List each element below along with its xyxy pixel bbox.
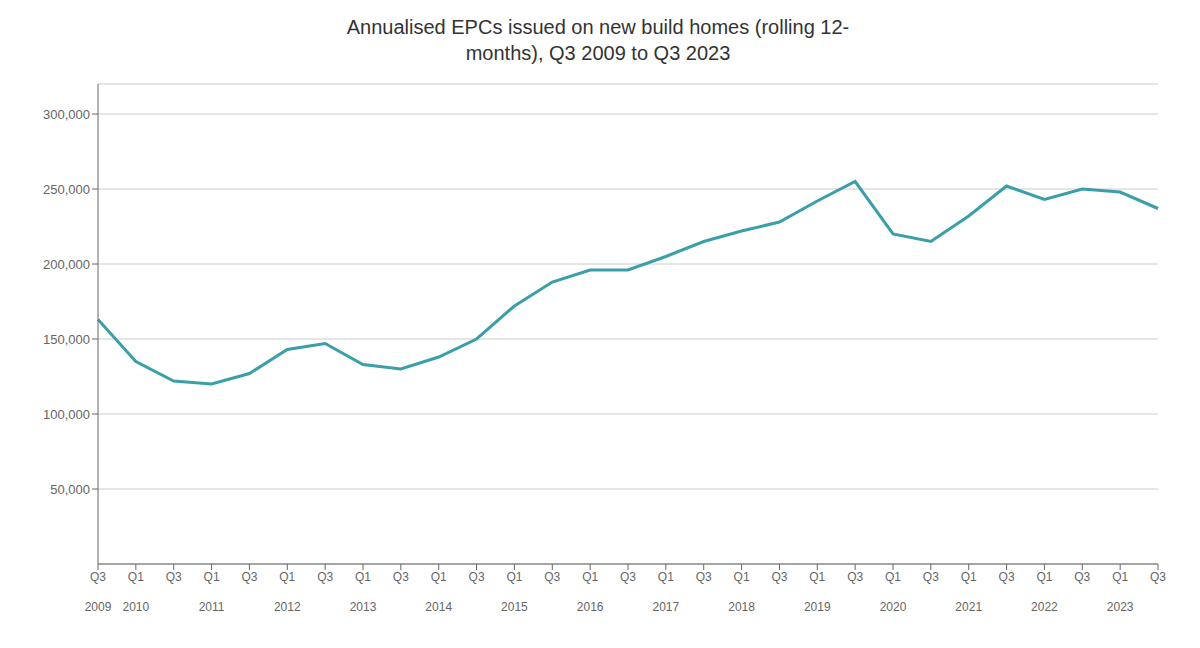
svg-text:2019: 2019 bbox=[804, 600, 831, 614]
svg-text:2013: 2013 bbox=[350, 600, 377, 614]
svg-text:2020: 2020 bbox=[880, 600, 907, 614]
svg-text:2009: 2009 bbox=[85, 600, 112, 614]
svg-text:2018: 2018 bbox=[728, 600, 755, 614]
svg-text:Q3: Q3 bbox=[999, 570, 1015, 584]
svg-text:Q3: Q3 bbox=[847, 570, 863, 584]
svg-text:250,000: 250,000 bbox=[43, 182, 90, 197]
svg-text:Q1: Q1 bbox=[355, 570, 371, 584]
svg-text:100,000: 100,000 bbox=[43, 407, 90, 422]
svg-text:Q3: Q3 bbox=[923, 570, 939, 584]
svg-text:Q1: Q1 bbox=[734, 570, 750, 584]
svg-text:2014: 2014 bbox=[425, 600, 452, 614]
svg-text:Q3: Q3 bbox=[1074, 570, 1090, 584]
html-text:Annualised EPCs issued on new: Annualised EPCs issued on new build home… bbox=[346, 16, 850, 38]
svg-text:Q1: Q1 bbox=[582, 570, 598, 584]
svg-text:Q3: Q3 bbox=[166, 570, 182, 584]
svg-text:Q1: Q1 bbox=[809, 570, 825, 584]
svg-text:Q1: Q1 bbox=[1112, 570, 1128, 584]
svg-text:Q1: Q1 bbox=[961, 570, 977, 584]
svg-text:2017: 2017 bbox=[653, 600, 680, 614]
svg-text:Q1: Q1 bbox=[658, 570, 674, 584]
svg-text:Q1: Q1 bbox=[204, 570, 220, 584]
svg-text:Q1: Q1 bbox=[885, 570, 901, 584]
svg-text:Q3: Q3 bbox=[241, 570, 257, 584]
svg-text:Q3: Q3 bbox=[1150, 570, 1166, 584]
svg-text:Q1: Q1 bbox=[128, 570, 144, 584]
svg-text:Q3: Q3 bbox=[544, 570, 560, 584]
svg-text:Q1: Q1 bbox=[506, 570, 522, 584]
svg-text:2022: 2022 bbox=[1031, 600, 1058, 614]
svg-text:Q3: Q3 bbox=[771, 570, 787, 584]
svg-text:2016: 2016 bbox=[577, 600, 604, 614]
svg-text:Q1: Q1 bbox=[1036, 570, 1052, 584]
svg-text:150,000: 150,000 bbox=[43, 332, 90, 347]
svg-text:2010: 2010 bbox=[123, 600, 150, 614]
svg-text:300,000: 300,000 bbox=[43, 107, 90, 122]
svg-text:Q3: Q3 bbox=[393, 570, 409, 584]
svg-text:2015: 2015 bbox=[501, 600, 528, 614]
svg-text:Q3: Q3 bbox=[620, 570, 636, 584]
svg-text:Q3: Q3 bbox=[696, 570, 712, 584]
svg-text:200,000: 200,000 bbox=[43, 257, 90, 272]
svg-text:Q1: Q1 bbox=[279, 570, 295, 584]
html-text:months), Q3 2009 to Q3 2023: months), Q3 2009 to Q3 2023 bbox=[465, 42, 731, 64]
svg-text:Q3: Q3 bbox=[469, 570, 485, 584]
svg-text:Q3: Q3 bbox=[90, 570, 106, 584]
svg-text:Q1: Q1 bbox=[431, 570, 447, 584]
svg-text:2011: 2011 bbox=[199, 600, 225, 614]
svg-text:2012: 2012 bbox=[274, 600, 301, 614]
svg-text:2023: 2023 bbox=[1107, 600, 1134, 614]
svg-text:Q3: Q3 bbox=[317, 570, 333, 584]
svg-text:50,000: 50,000 bbox=[50, 482, 90, 497]
svg-text:2021: 2021 bbox=[955, 600, 982, 614]
